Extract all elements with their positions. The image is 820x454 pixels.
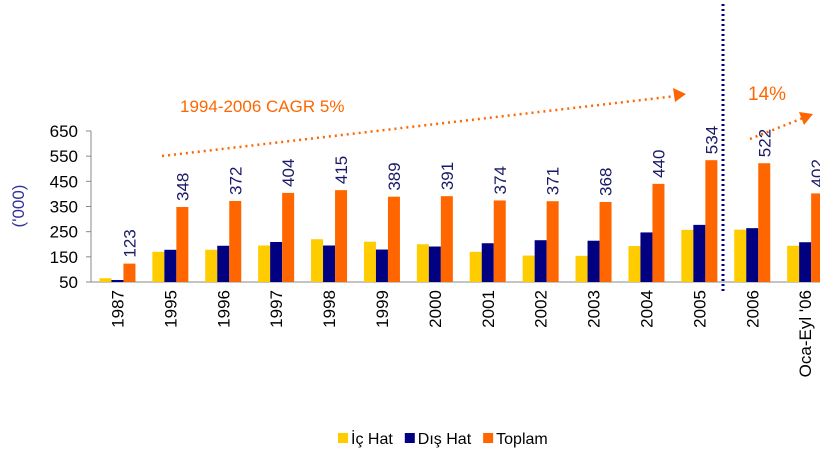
- bar: [599, 201, 612, 282]
- bar: [416, 244, 429, 282]
- y-axis-label: ('000): [9, 185, 28, 228]
- bar: [258, 245, 271, 282]
- y-tick-label: 650: [50, 122, 78, 141]
- bar: [640, 232, 653, 282]
- bar: [152, 251, 165, 282]
- y-tick-label: 350: [50, 198, 78, 217]
- data-label: 389: [385, 162, 404, 190]
- x-tick-label: Oca-Eyl '06: [796, 290, 815, 377]
- x-tick-label: 1996: [214, 290, 233, 328]
- bar: [176, 207, 189, 282]
- legend-swatch: [338, 433, 348, 443]
- bar: [440, 196, 453, 282]
- bar: [469, 251, 482, 282]
- data-label: 348: [173, 173, 192, 201]
- data-label: 391: [438, 162, 457, 190]
- bar: [335, 190, 348, 282]
- bar: [99, 278, 112, 282]
- x-tick-label: 1999: [373, 290, 392, 328]
- bar: [705, 160, 718, 282]
- x-tick-label: 1997: [267, 290, 286, 328]
- bar: [493, 200, 506, 282]
- x-tick-label: 2001: [479, 290, 498, 328]
- data-label: 522: [755, 129, 774, 157]
- bar: [205, 249, 218, 282]
- bar: [481, 243, 494, 282]
- bar: [229, 200, 242, 282]
- x-tick-label: 2003: [585, 290, 604, 328]
- trend-arrow: [161, 94, 677, 158]
- x-tick-label: 1995: [161, 290, 180, 328]
- data-label: 402: [808, 159, 820, 187]
- bar: [164, 249, 177, 282]
- y-tick-label: 150: [50, 248, 78, 267]
- data-label: 415: [332, 156, 351, 184]
- bar: [758, 163, 771, 282]
- bar: [587, 240, 600, 282]
- arrow-head: [673, 88, 686, 102]
- y-tick-label: 450: [50, 172, 78, 191]
- x-tick-label: 1998: [320, 290, 339, 328]
- data-label: 368: [597, 168, 616, 196]
- bar: [323, 245, 336, 282]
- bar: [575, 255, 588, 282]
- y-tick-label: 550: [50, 147, 78, 166]
- legend-label: Toplam: [496, 431, 548, 448]
- legend-label: İç Hat: [351, 429, 393, 448]
- data-label: 123: [120, 229, 139, 257]
- bar: [628, 246, 641, 282]
- bar: [387, 196, 400, 282]
- bar: [811, 193, 820, 282]
- bar: [693, 224, 706, 282]
- x-tick-label: 2005: [690, 290, 709, 328]
- bar: [799, 242, 812, 282]
- legend-label: Dış Hat: [418, 431, 472, 448]
- y-tick-label: 250: [50, 223, 78, 242]
- bar: [375, 249, 388, 282]
- bar: [787, 245, 800, 282]
- bar: [534, 240, 547, 282]
- data-label: 440: [649, 149, 668, 177]
- bar: [522, 255, 535, 282]
- bar: [681, 229, 694, 282]
- data-label: 534: [702, 126, 721, 154]
- annotation: 14%: [748, 84, 786, 105]
- data-label: 371: [544, 167, 563, 195]
- bar: [270, 241, 283, 282]
- bar: [428, 246, 441, 282]
- bar: [111, 279, 124, 282]
- bar: [546, 201, 559, 282]
- x-tick-label: 1987: [108, 290, 127, 328]
- bar: [363, 241, 376, 282]
- y-tick-label: 50: [59, 273, 78, 292]
- bar: [746, 228, 759, 282]
- x-tick-label: 2006: [743, 290, 762, 328]
- x-tick-label: 2004: [637, 290, 656, 328]
- bar: [652, 183, 665, 282]
- data-label: 372: [226, 167, 245, 195]
- bar: [123, 263, 136, 282]
- x-tick-label: 2000: [426, 290, 445, 328]
- arrow-head: [799, 112, 813, 125]
- data-label: 404: [279, 159, 298, 187]
- bar: [311, 239, 324, 282]
- bar: [734, 229, 747, 282]
- bar: [282, 192, 295, 282]
- x-tick-label: 2002: [532, 290, 551, 328]
- data-label: 374: [491, 166, 510, 194]
- legend-swatch: [404, 433, 415, 443]
- annotation: 1994-2006 CAGR 5%: [180, 97, 344, 116]
- legend-swatch: [483, 433, 494, 443]
- bar: [217, 245, 230, 282]
